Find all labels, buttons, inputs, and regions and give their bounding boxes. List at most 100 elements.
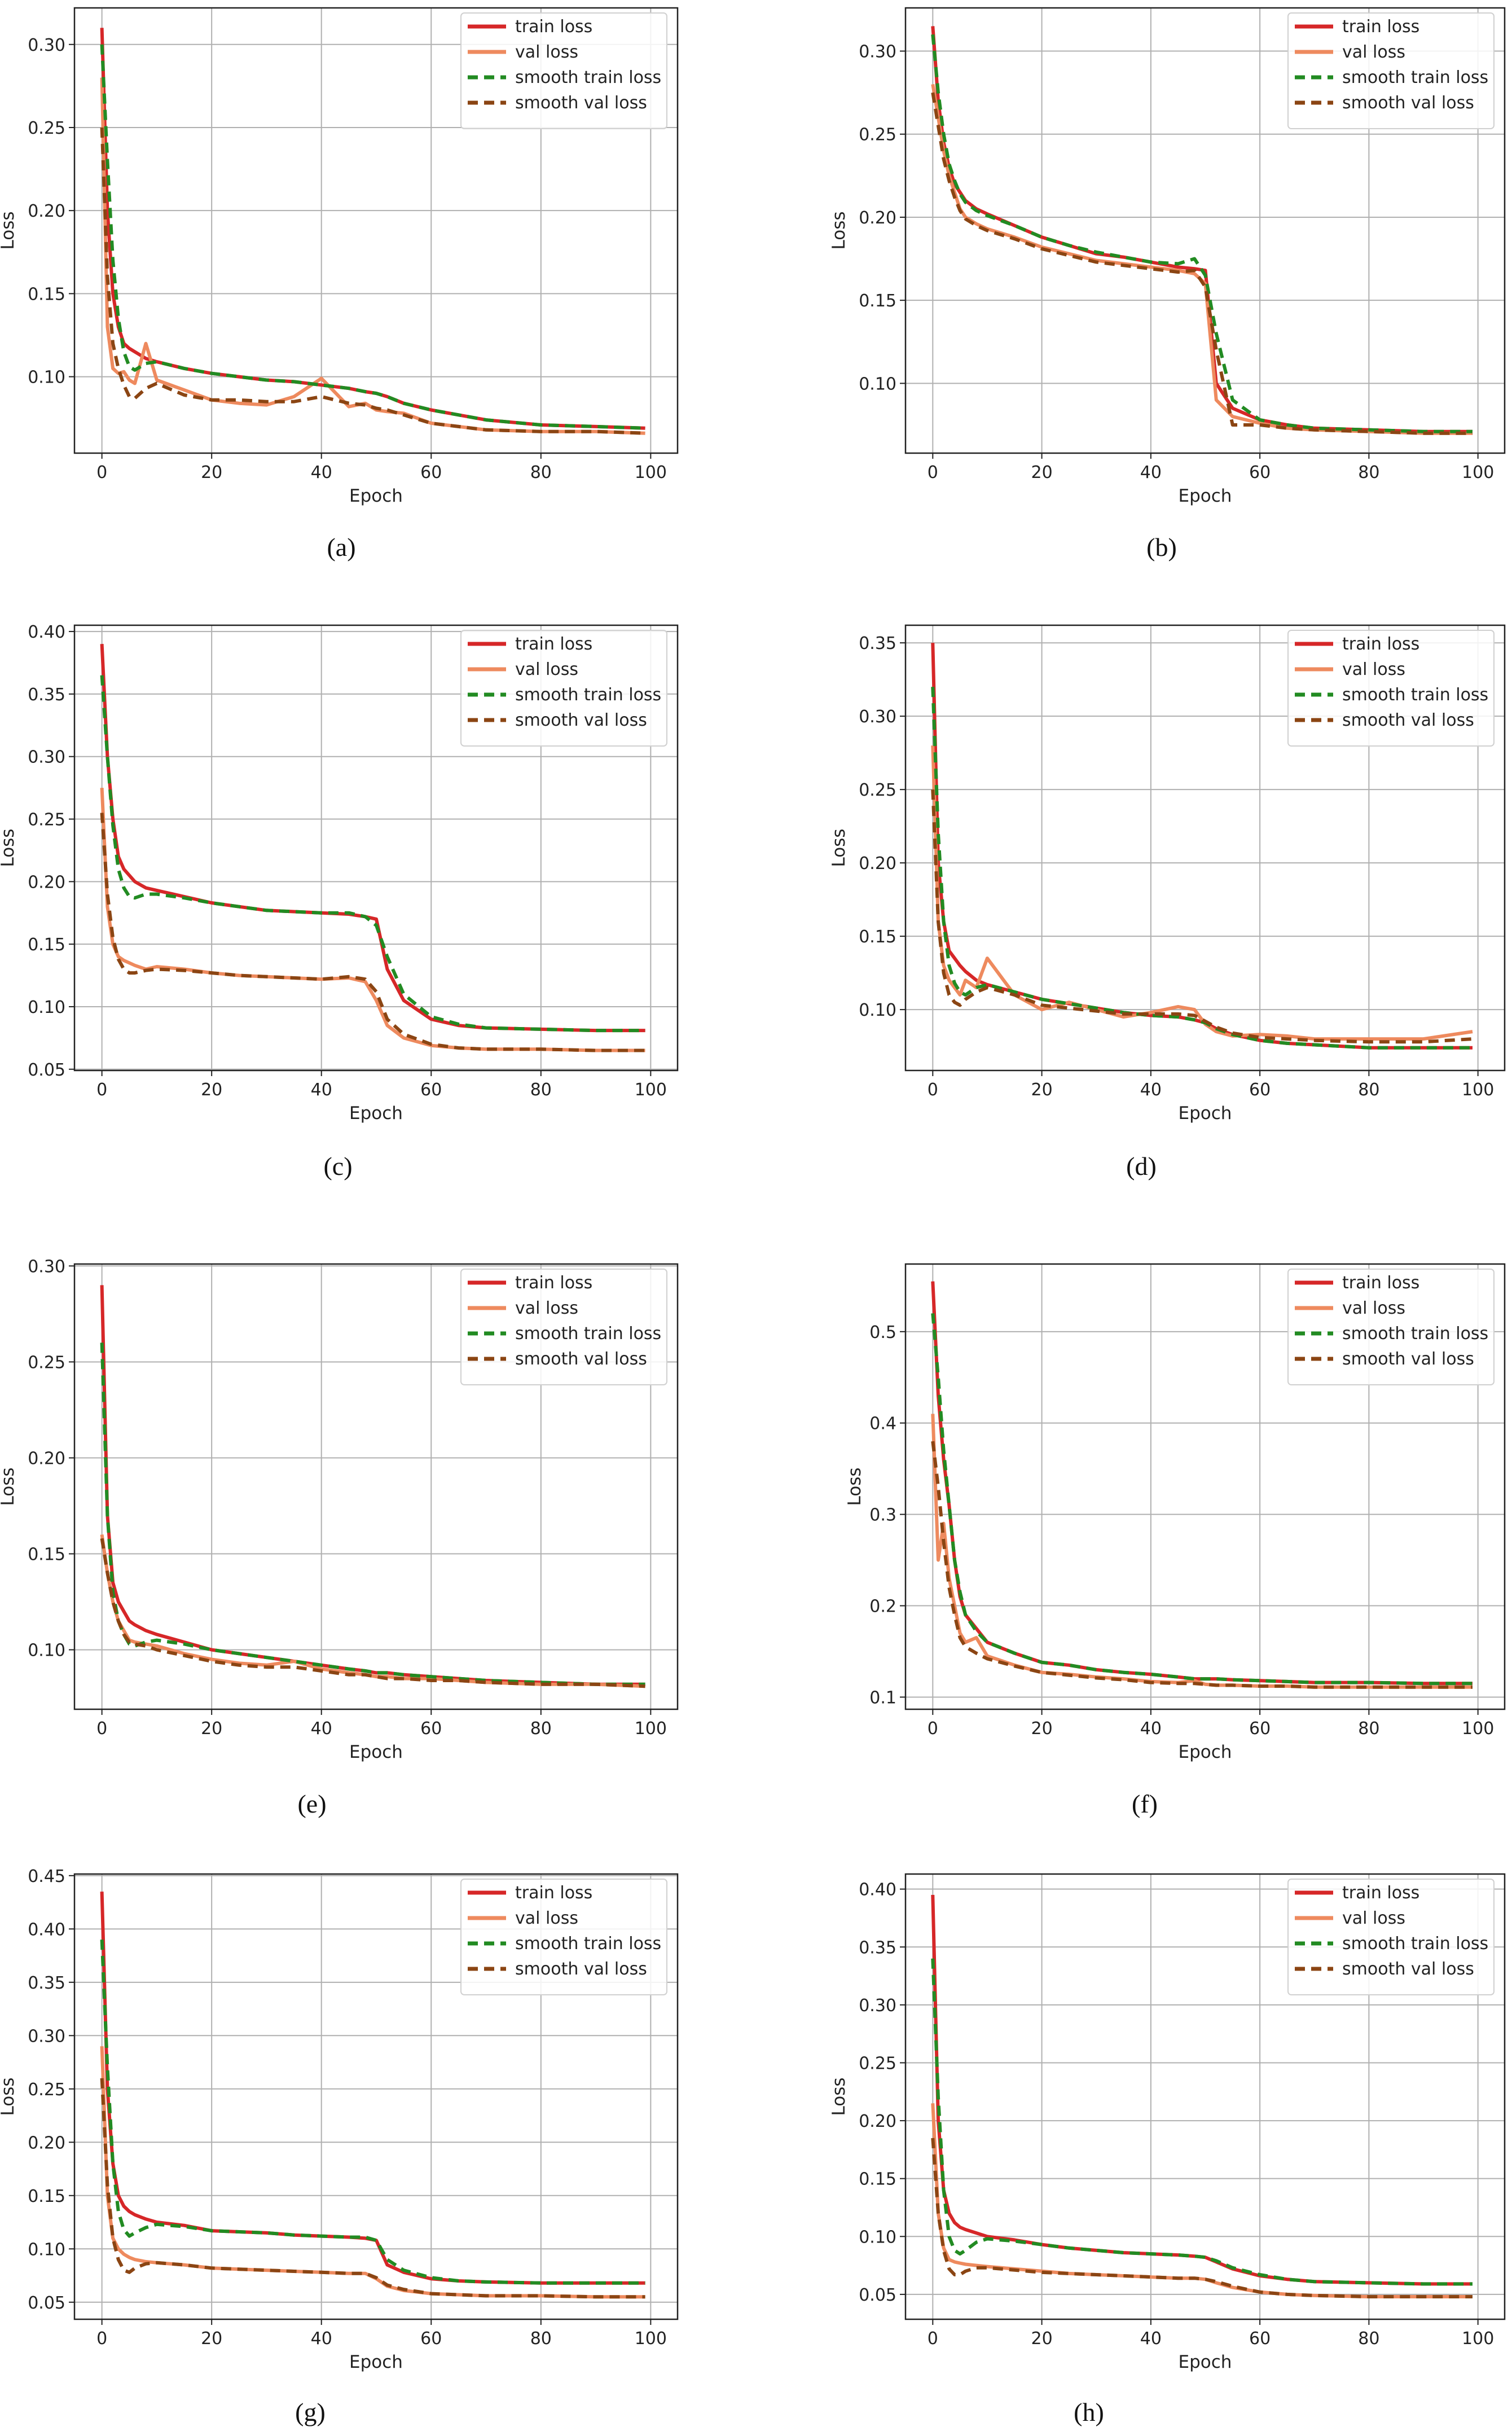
x-tick-label: 0	[928, 1719, 938, 1739]
series-smooth-val-loss	[100, 813, 645, 1052]
legend-label: train loss	[515, 1273, 592, 1293]
x-tick-label: 60	[1249, 1080, 1271, 1100]
series-smooth-val-loss	[931, 92, 1473, 435]
x-axis-label: Epoch	[349, 486, 403, 506]
y-tick-label: 0.25	[28, 2080, 65, 2100]
x-axis-label: Epoch	[1179, 1103, 1232, 1124]
subplot-caption: (g)	[295, 2398, 326, 2426]
x-tick-label: 20	[201, 1719, 222, 1739]
legend-label: smooth val loss	[515, 1349, 647, 1369]
x-tick-label: 0	[96, 1080, 107, 1100]
x-tick-label: 60	[420, 1080, 442, 1100]
y-tick-label: 0.3	[869, 1506, 896, 1525]
y-tick-label: 0.2	[869, 1597, 896, 1617]
axes-frame	[904, 624, 1506, 1072]
legend-label: smooth train loss	[515, 685, 661, 705]
y-tick-label: 0.20	[28, 872, 65, 892]
y-tick-label: 0.35	[28, 685, 65, 705]
legend: train loss val loss smooth train loss smoot…	[460, 12, 667, 129]
x-tick-label: 40	[1140, 1080, 1162, 1100]
y-tick-label: 0.30	[28, 36, 65, 55]
y-tick-label: 0.30	[859, 707, 896, 727]
legend-label: train loss	[515, 1883, 592, 1903]
x-tick-label: 60	[420, 2329, 442, 2349]
x-tick-label: 60	[1249, 2329, 1271, 2349]
x-tick-label: 60	[1249, 1719, 1271, 1739]
y-tick-label: 0.35	[859, 634, 896, 653]
legend: train loss val loss smooth train loss smoot…	[1287, 12, 1495, 129]
x-tick-label: 20	[201, 1080, 222, 1100]
legend-label: train loss	[1342, 1273, 1419, 1293]
legend-label: smooth val loss	[515, 710, 647, 730]
y-tick-label: 0.15	[859, 2170, 896, 2189]
legend-label: smooth train loss	[1342, 1934, 1488, 1954]
legend-label: smooth val loss	[1342, 1959, 1474, 1979]
series-smooth-train-loss	[100, 675, 645, 1033]
subplot-a: 0 20 40 60 80 100 0.10 0.15 0.20 0.25 0.30 Epoch Los…	[0, 7, 679, 561]
y-tick-label: 0.25	[859, 2053, 896, 2073]
y-tick-label: 0.20	[28, 2133, 65, 2153]
legend-label: smooth train loss	[1342, 1324, 1488, 1344]
subplot-caption: (a)	[327, 533, 355, 561]
y-tick-label: 0.15	[28, 1545, 65, 1565]
legend-label: train loss	[515, 634, 592, 654]
legend-label: smooth val loss	[515, 93, 647, 113]
y-tick-label: 0.20	[28, 1449, 65, 1468]
series-val-loss	[931, 2103, 1473, 2298]
series-smooth-val-loss	[100, 1538, 645, 1688]
series-smooth-val-loss	[931, 1441, 1473, 1689]
y-tick-label: 0.25	[28, 1353, 65, 1372]
y-tick-label: 0.4	[869, 1414, 896, 1434]
legend-label: val loss	[1342, 1908, 1405, 1928]
x-tick-label: 100	[1462, 1719, 1494, 1739]
x-tick-label: 100	[1462, 463, 1494, 482]
x-tick-label: 20	[1031, 2329, 1052, 2349]
x-tick-label: 40	[1140, 1719, 1162, 1739]
legend-box	[1287, 12, 1495, 129]
subplot-f: 0 20 40 60 80 100 0.1 0.2 0.3 0.4 0.5 Epoch Loss trai…	[845, 1263, 1506, 1818]
legend: train loss val loss smooth train loss smoot…	[1287, 1269, 1495, 1385]
y-tick-label: 0.10	[859, 374, 896, 394]
y-tick-label: 0.20	[859, 2112, 896, 2131]
x-tick-label: 80	[530, 1719, 552, 1739]
y-tick-label: 0.35	[859, 1938, 896, 1958]
series-smooth-val-loss	[931, 789, 1473, 1044]
y-tick-label: 0.30	[859, 42, 896, 62]
legend-label: smooth val loss	[515, 1959, 647, 1979]
y-tick-label: 0.05	[28, 1060, 65, 1080]
legend: train loss val loss smooth train loss smoot…	[460, 1269, 667, 1385]
x-tick-label: 0	[96, 1719, 107, 1739]
x-tick-label: 60	[1249, 463, 1271, 482]
series-smooth-train-loss	[931, 1313, 1473, 1686]
series-val-loss	[100, 77, 645, 435]
legend-label: train loss	[1342, 634, 1419, 654]
series-smooth-train-loss	[100, 44, 645, 430]
y-tick-label: 0.10	[859, 2227, 896, 2247]
legend-label: val loss	[1342, 1298, 1405, 1318]
x-tick-label: 40	[1140, 463, 1162, 482]
legend: train loss val loss smooth train loss smoot…	[1287, 1879, 1495, 1995]
y-tick-label: 0.25	[859, 780, 896, 800]
axes-frame	[73, 7, 679, 454]
legend-label: val loss	[1342, 42, 1405, 62]
x-tick-label: 100	[635, 463, 667, 482]
series-smooth-val-loss	[100, 2078, 645, 2299]
y-tick-label: 0.20	[859, 208, 896, 228]
subplot-h: 0 20 40 60 80 100 0.05 0.10 0.15 0.20 0.25 0.30 0.35…	[829, 1873, 1506, 2426]
subplot-caption: (h)	[1074, 2398, 1104, 2426]
x-tick-label: 40	[311, 1080, 332, 1100]
subplot-caption: (c)	[323, 1152, 352, 1181]
x-axis-label: Epoch	[1179, 1742, 1232, 1762]
y-tick-label: 0.30	[28, 1257, 65, 1276]
legend-label: smooth train loss	[1342, 68, 1488, 87]
x-tick-label: 100	[635, 2329, 667, 2349]
y-tick-label: 0.10	[28, 1641, 65, 1661]
x-tick-label: 80	[1358, 2329, 1379, 2349]
y-tick-label: 0.15	[28, 284, 65, 304]
y-tick-label: 0.15	[28, 2187, 65, 2206]
x-axis-label: Epoch	[349, 1742, 403, 1762]
series-val-loss	[100, 1534, 645, 1688]
axes-frame	[73, 1263, 679, 1710]
legend-label: val loss	[515, 1298, 578, 1318]
